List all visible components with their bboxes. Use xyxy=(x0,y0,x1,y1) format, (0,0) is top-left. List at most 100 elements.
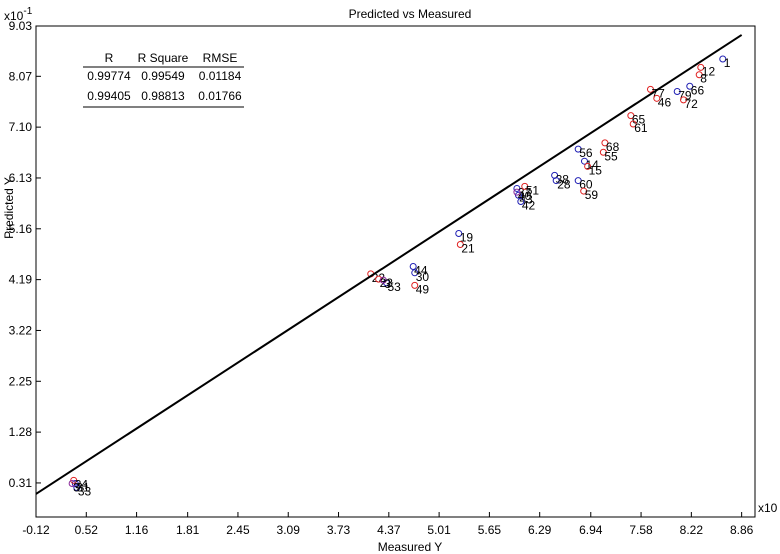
data-point xyxy=(599,148,607,156)
x-tick-label: 5.65 xyxy=(478,523,502,537)
data-point xyxy=(68,479,76,487)
data-point-label: 56 xyxy=(579,146,593,160)
data-point xyxy=(552,177,560,185)
data-point-label: 3 xyxy=(73,480,80,494)
data-point xyxy=(679,96,687,104)
data-point xyxy=(409,263,417,271)
stats-cell: 0.99774 xyxy=(87,69,131,83)
x-tick-label: 6.29 xyxy=(528,523,552,537)
x-tick-label: 6.94 xyxy=(579,523,603,537)
data-point xyxy=(686,82,694,90)
y-tick-label: 6.13 xyxy=(9,171,33,185)
x-tick-label: 8.86 xyxy=(730,523,754,537)
data-point xyxy=(73,484,81,492)
y-tick-label: 3.22 xyxy=(9,323,33,337)
fit-line xyxy=(35,34,743,495)
chart-title: Predicted vs Measured xyxy=(349,7,472,21)
stats-table: R R Square RMSE 0.99774 0.99549 0.01184 0.9940… xyxy=(83,51,244,108)
data-point xyxy=(629,120,637,128)
x-tick-label: 3.09 xyxy=(277,523,301,537)
data-point-label: 49 xyxy=(416,282,430,296)
data-point-label: 21 xyxy=(461,242,475,256)
data-point-label: 23 xyxy=(380,276,394,290)
y-axis-ticks: 0.31 1.28 2.25 3.22 4.19 5.16 6.13 7.10 8.07 9.03 xyxy=(9,19,41,490)
y-multiplier: x10-1 xyxy=(4,6,33,23)
data-point-label: 19 xyxy=(460,231,474,245)
data-point-label: 53 xyxy=(387,280,401,294)
data-point xyxy=(646,85,654,93)
y-tick-label: 4.19 xyxy=(9,273,33,287)
stats-header: R Square xyxy=(138,51,189,65)
data-point xyxy=(653,94,661,102)
data-point-label: 72 xyxy=(684,97,698,111)
data-point xyxy=(411,281,419,289)
x-tick-label: 8.22 xyxy=(680,523,704,537)
data-point-label: 61 xyxy=(634,121,648,135)
data-point-label: 1 xyxy=(724,56,731,70)
data-point xyxy=(580,187,588,195)
y-tick-label: 8.07 xyxy=(9,69,33,83)
data-point-label: 33 xyxy=(78,485,92,499)
data-point xyxy=(584,162,592,170)
data-point-label: 55 xyxy=(604,149,618,163)
x-tick-label: 0.52 xyxy=(75,523,99,537)
data-point xyxy=(580,157,588,165)
data-point xyxy=(455,230,463,238)
data-point xyxy=(513,184,521,192)
y-tick-label: 0.31 xyxy=(9,476,33,490)
y-multiplier-exp: -1 xyxy=(23,6,32,17)
x-multiplier: x10 xyxy=(758,501,778,515)
data-point-label: 28 xyxy=(557,178,571,192)
data-point-label: 12 xyxy=(702,64,716,78)
data-point xyxy=(627,112,635,120)
data-point xyxy=(697,63,705,71)
data-point-label: 66 xyxy=(691,83,705,97)
stats-cell: 0.99405 xyxy=(87,89,131,103)
data-point xyxy=(456,241,464,249)
data-point-label: 43 xyxy=(519,192,533,206)
data-point-label: 30 xyxy=(416,270,430,284)
x-tick-label: 3.73 xyxy=(327,523,351,537)
stats-cell: 0.01766 xyxy=(198,89,242,103)
data-point-label: 38 xyxy=(556,172,570,186)
stats-header: RMSE xyxy=(203,51,238,65)
y-axis-label: Predicted Y xyxy=(2,177,16,239)
data-point xyxy=(411,269,419,277)
x-tick-label: 4.37 xyxy=(377,523,401,537)
y-tick-label: 7.10 xyxy=(9,120,33,134)
y-tick-label: 5.16 xyxy=(9,222,33,236)
data-point-label: 15 xyxy=(589,163,603,177)
data-point xyxy=(695,71,703,79)
data-point xyxy=(719,55,727,63)
data-point xyxy=(574,177,582,185)
x-tick-label: 7.58 xyxy=(629,523,653,537)
data-point-label: 68 xyxy=(606,140,620,154)
data-point-label: 77 xyxy=(651,86,665,100)
data-point xyxy=(517,198,525,206)
data-point xyxy=(601,139,609,147)
data-point-label: 3 xyxy=(384,277,391,291)
stats-cell: 0.98813 xyxy=(141,89,185,103)
data-point-label: 34 xyxy=(75,477,89,491)
x-tick-label: 2.45 xyxy=(226,523,250,537)
data-point-label: 51 xyxy=(526,183,540,197)
data-point-label: 42 xyxy=(522,199,536,213)
data-point xyxy=(375,275,383,283)
x-axis-label: Measured Y xyxy=(378,540,442,554)
y-tick-label: 1.28 xyxy=(9,425,33,439)
x-tick-label: 5.01 xyxy=(427,523,451,537)
data-point-label: 46 xyxy=(658,95,672,109)
x-axis-ticks: -0.12 0.52 1.16 1.81 2.45 3.09 3.73 4.37 5.01 5.6… xyxy=(22,512,754,537)
data-point-label: 40 xyxy=(518,189,532,203)
data-point xyxy=(673,88,681,96)
stats-header: R xyxy=(105,51,114,65)
x-tick-label: 1.16 xyxy=(125,523,149,537)
stats-cell: 0.99549 xyxy=(141,69,185,83)
y-tick-label: 9.03 xyxy=(9,19,33,33)
x-tick-label: 1.81 xyxy=(176,523,200,537)
data-point-label: 31 xyxy=(76,480,90,494)
data-point-label: 8 xyxy=(700,72,707,86)
data-point-label: 79 xyxy=(678,89,692,103)
